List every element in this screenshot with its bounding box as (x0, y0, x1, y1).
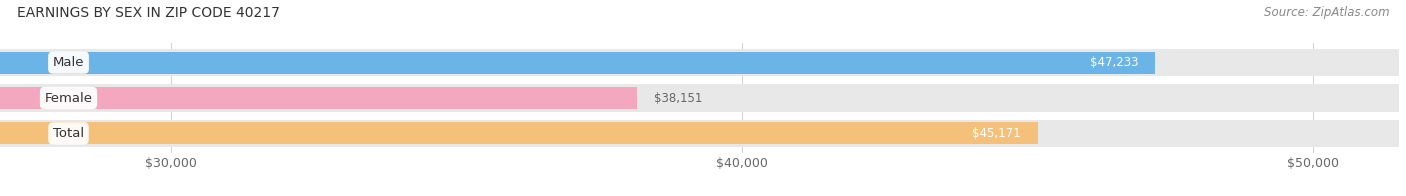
Text: Source: ZipAtlas.com: Source: ZipAtlas.com (1264, 6, 1389, 19)
Text: EARNINGS BY SEX IN ZIP CODE 40217: EARNINGS BY SEX IN ZIP CODE 40217 (17, 6, 280, 20)
Text: $38,151: $38,151 (654, 92, 702, 104)
Text: Male: Male (53, 56, 84, 69)
Bar (0, 52, 1156, 74)
Bar (0, 122, 1038, 144)
Text: Total: Total (53, 127, 84, 140)
Text: Female: Female (45, 92, 93, 104)
Bar (0, 49, 1399, 76)
Text: $45,171: $45,171 (972, 127, 1021, 140)
Bar (0, 87, 637, 109)
Text: $47,233: $47,233 (1090, 56, 1139, 69)
Bar (0, 84, 1399, 112)
Bar (0, 120, 1399, 147)
